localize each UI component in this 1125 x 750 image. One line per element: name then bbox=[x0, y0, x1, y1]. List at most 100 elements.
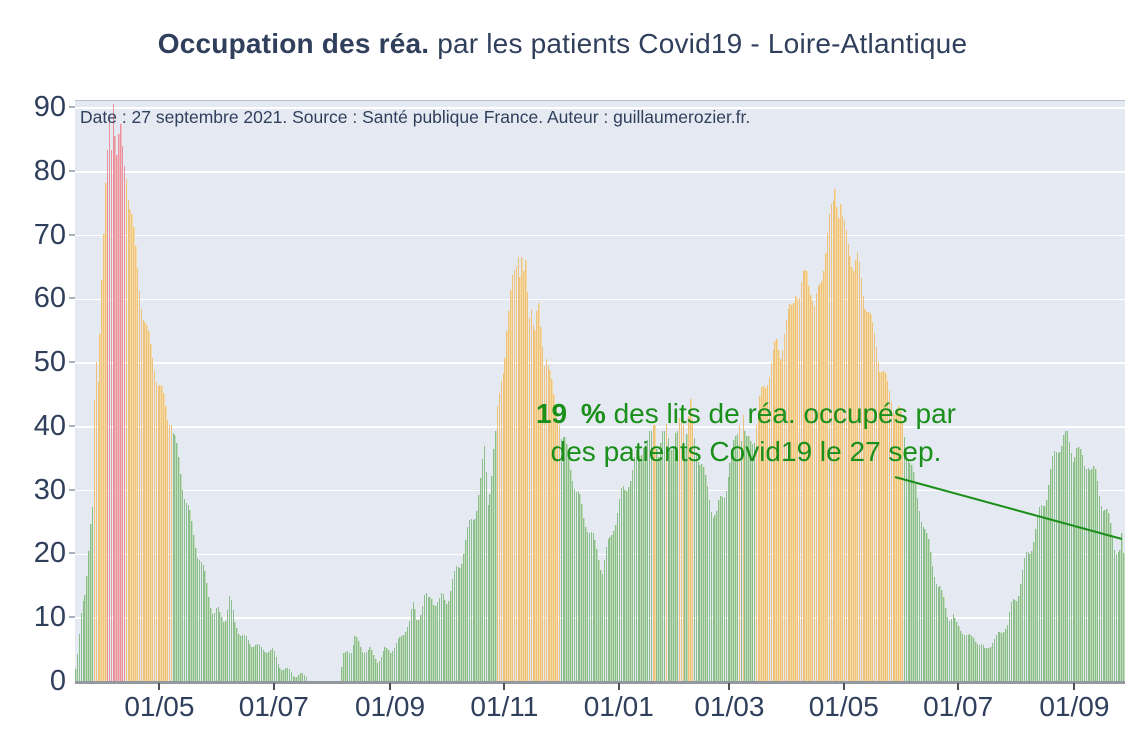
bar[interactable] bbox=[438, 597, 441, 682]
bar[interactable] bbox=[969, 634, 971, 682]
bar[interactable] bbox=[1050, 468, 1052, 682]
bar[interactable] bbox=[870, 314, 872, 682]
bar[interactable] bbox=[873, 332, 876, 682]
bar[interactable] bbox=[288, 669, 291, 682]
bar[interactable] bbox=[740, 441, 743, 682]
bar[interactable] bbox=[101, 280, 103, 682]
bar[interactable] bbox=[146, 324, 148, 682]
bar[interactable] bbox=[211, 613, 214, 682]
bar[interactable] bbox=[1042, 506, 1044, 682]
bar[interactable] bbox=[140, 308, 143, 682]
bar[interactable] bbox=[645, 444, 647, 682]
bar[interactable] bbox=[628, 487, 630, 682]
bar[interactable] bbox=[890, 401, 893, 682]
bar[interactable] bbox=[116, 154, 118, 682]
bar[interactable] bbox=[950, 618, 953, 682]
bar[interactable] bbox=[860, 278, 863, 682]
bar[interactable] bbox=[765, 387, 767, 682]
bar[interactable] bbox=[245, 636, 248, 682]
bar[interactable] bbox=[277, 663, 279, 682]
bar[interactable] bbox=[510, 289, 512, 682]
bar[interactable] bbox=[493, 449, 495, 682]
bar[interactable] bbox=[294, 677, 296, 682]
bar[interactable] bbox=[442, 594, 444, 682]
bar[interactable] bbox=[729, 463, 731, 682]
bar[interactable] bbox=[433, 605, 435, 682]
bar[interactable] bbox=[706, 486, 709, 682]
bar[interactable] bbox=[607, 538, 609, 682]
bar[interactable] bbox=[435, 605, 437, 682]
bar[interactable] bbox=[1089, 470, 1091, 682]
bar[interactable] bbox=[425, 593, 428, 682]
bar[interactable] bbox=[204, 570, 206, 682]
bar[interactable] bbox=[226, 610, 229, 682]
bar[interactable] bbox=[916, 497, 919, 682]
bar[interactable] bbox=[478, 495, 480, 682]
bar[interactable] bbox=[744, 431, 746, 682]
bar[interactable] bbox=[431, 598, 433, 682]
bar[interactable] bbox=[796, 299, 799, 682]
bar[interactable] bbox=[301, 672, 304, 682]
bar[interactable] bbox=[731, 450, 733, 682]
bar[interactable] bbox=[622, 486, 624, 682]
bar[interactable] bbox=[247, 639, 249, 682]
bar[interactable] bbox=[376, 662, 379, 682]
bar[interactable] bbox=[129, 208, 131, 682]
bar[interactable] bbox=[511, 274, 514, 682]
bar[interactable] bbox=[375, 659, 377, 682]
bar[interactable] bbox=[266, 653, 268, 682]
bar[interactable] bbox=[798, 297, 801, 682]
bar[interactable] bbox=[596, 549, 598, 682]
bar[interactable] bbox=[88, 551, 90, 682]
bar[interactable] bbox=[791, 304, 793, 682]
bar[interactable] bbox=[1072, 461, 1074, 682]
bar[interactable] bbox=[213, 613, 216, 682]
bar[interactable] bbox=[534, 330, 536, 682]
bar[interactable] bbox=[1123, 552, 1125, 682]
bar[interactable] bbox=[800, 281, 803, 682]
bar[interactable] bbox=[1119, 550, 1121, 682]
bar[interactable] bbox=[110, 149, 113, 682]
bar[interactable] bbox=[491, 476, 493, 682]
bar[interactable] bbox=[588, 533, 591, 682]
bar[interactable] bbox=[1074, 457, 1076, 682]
bar[interactable] bbox=[667, 438, 669, 682]
bar[interactable] bbox=[378, 660, 381, 682]
bar[interactable] bbox=[930, 551, 932, 682]
bar[interactable] bbox=[718, 500, 720, 682]
bar[interactable] bbox=[603, 560, 606, 682]
bar[interactable] bbox=[461, 563, 463, 682]
bar[interactable] bbox=[360, 646, 362, 682]
bar[interactable] bbox=[176, 442, 178, 682]
bar[interactable] bbox=[251, 646, 253, 682]
bar[interactable] bbox=[984, 647, 986, 682]
bar[interactable] bbox=[1121, 532, 1123, 682]
bar[interactable] bbox=[768, 376, 771, 682]
bar[interactable] bbox=[275, 657, 278, 682]
bar[interactable] bbox=[403, 634, 405, 682]
bar[interactable] bbox=[843, 219, 846, 682]
bar[interactable] bbox=[532, 324, 534, 682]
bar[interactable] bbox=[774, 340, 776, 682]
bar[interactable] bbox=[496, 405, 499, 682]
bar[interactable] bbox=[187, 504, 189, 682]
bar[interactable] bbox=[736, 434, 739, 682]
bar[interactable] bbox=[470, 518, 473, 682]
bar[interactable] bbox=[118, 134, 120, 682]
bar[interactable] bbox=[195, 548, 197, 682]
bar[interactable] bbox=[228, 596, 231, 682]
bar[interactable] bbox=[601, 574, 604, 682]
bar[interactable] bbox=[440, 592, 443, 682]
bar[interactable] bbox=[120, 124, 122, 682]
bar[interactable] bbox=[609, 536, 611, 682]
bar[interactable] bbox=[500, 381, 503, 682]
bar[interactable] bbox=[305, 677, 308, 682]
bar[interactable] bbox=[960, 630, 962, 682]
bar[interactable] bbox=[793, 302, 795, 682]
bar[interactable] bbox=[819, 283, 821, 682]
bar[interactable] bbox=[751, 444, 754, 682]
bar[interactable] bbox=[1014, 600, 1016, 682]
bar[interactable] bbox=[341, 666, 343, 682]
bar[interactable] bbox=[249, 644, 251, 682]
bar[interactable] bbox=[401, 636, 403, 682]
